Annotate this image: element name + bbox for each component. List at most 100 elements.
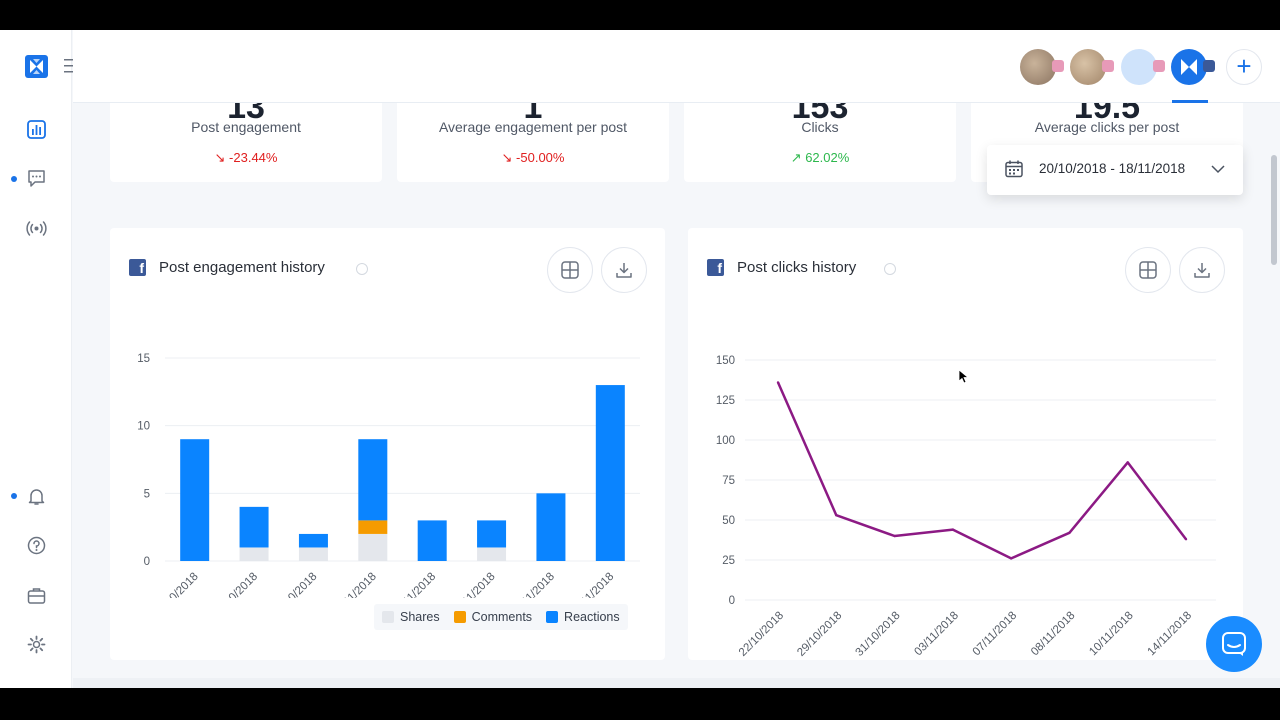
instagram-icon bbox=[1102, 60, 1114, 72]
facebook-icon: f bbox=[707, 259, 724, 276]
arrow-up-right-icon: ↗ bbox=[790, 150, 806, 165]
next-section-preview bbox=[73, 678, 1280, 688]
arrow-down-right-icon: ↘ bbox=[214, 150, 230, 165]
stat-card-average-engagement: 1 Average engagement per post ↘ -50.00% bbox=[397, 90, 669, 182]
data-point bbox=[1068, 531, 1071, 534]
calendar-icon bbox=[1005, 160, 1023, 178]
x-tick-label: 14/11/2018 bbox=[1146, 610, 1195, 659]
stat-change: ↗ 62.02% bbox=[790, 150, 850, 165]
stat-label: Average engagement per post bbox=[438, 119, 628, 135]
buffer-logo-icon bbox=[1181, 59, 1197, 75]
y-tick-label: 100 bbox=[716, 435, 735, 447]
instagram-icon bbox=[1153, 60, 1165, 72]
download-button[interactable] bbox=[601, 247, 647, 293]
messages-unread-dot bbox=[11, 176, 17, 182]
briefcase-icon[interactable] bbox=[26, 585, 47, 606]
active-account-indicator bbox=[1172, 100, 1208, 103]
table-icon bbox=[561, 261, 579, 279]
stat-change: ↘ -23.44% bbox=[214, 150, 278, 165]
stat-change: ↘ -50.00% bbox=[501, 150, 565, 165]
chart-legend: Shares Comments Reactions bbox=[374, 604, 628, 630]
info-icon[interactable] bbox=[356, 263, 368, 275]
data-point bbox=[1009, 557, 1013, 560]
bar-reactions bbox=[417, 520, 447, 561]
bar-shares bbox=[358, 533, 388, 561]
top-bar: + bbox=[73, 30, 1280, 103]
bar-reactions bbox=[298, 533, 328, 548]
chevron-down-icon[interactable] bbox=[1211, 165, 1225, 174]
date-range-picker[interactable]: 20/10/2018 - 18/11/2018 bbox=[987, 145, 1243, 195]
x-tick-label: 31/10/2018 bbox=[270, 571, 319, 598]
x-tick-label: 10/11/2018 bbox=[1087, 610, 1136, 659]
bar-reactions bbox=[536, 493, 566, 561]
table-view-button[interactable] bbox=[547, 247, 593, 293]
bar-comments bbox=[358, 520, 388, 534]
data-point bbox=[776, 381, 780, 384]
post-clicks-history-card: f Post clicks history 0 25 50 75 100 125 150 22… bbox=[688, 228, 1243, 660]
broadcast-icon[interactable] bbox=[26, 218, 47, 239]
download-icon bbox=[1194, 263, 1210, 278]
post-engagement-history-card: f Post engagement history 0 5 10 15 22/10/20… bbox=[110, 228, 665, 660]
support-chat-button[interactable] bbox=[1206, 616, 1262, 672]
gear-icon[interactable] bbox=[26, 634, 47, 655]
stat-label: Clicks bbox=[801, 119, 839, 135]
bell-icon[interactable] bbox=[26, 486, 47, 507]
account-avatar-instagram-1[interactable] bbox=[1020, 49, 1064, 85]
x-tick-label: 08/11/2018 bbox=[1029, 610, 1078, 659]
y-tick-label: 75 bbox=[722, 475, 735, 487]
chat-icon bbox=[1222, 632, 1246, 656]
messages-icon[interactable] bbox=[26, 168, 47, 189]
download-icon bbox=[616, 263, 632, 278]
legend-item-shares[interactable]: Shares bbox=[382, 610, 440, 624]
y-tick-label: 0 bbox=[144, 556, 150, 568]
bar-reactions bbox=[477, 520, 507, 548]
table-icon bbox=[1139, 261, 1157, 279]
download-button[interactable] bbox=[1179, 247, 1225, 293]
data-point bbox=[951, 528, 955, 531]
app-window: + 13 Post engagement ↘ -23.44% 1 Average… bbox=[0, 30, 1280, 688]
account-avatar-instagram-3[interactable] bbox=[1121, 49, 1165, 85]
bar-shares bbox=[298, 547, 328, 561]
card-title: Post engagement history bbox=[159, 259, 325, 276]
bar-reactions bbox=[358, 439, 388, 521]
table-view-button[interactable] bbox=[1125, 247, 1171, 293]
info-icon[interactable] bbox=[884, 263, 896, 275]
mouse-cursor-icon bbox=[958, 369, 970, 384]
arrow-down-right-icon: ↘ bbox=[501, 150, 517, 165]
account-avatar-instagram-2[interactable] bbox=[1070, 49, 1114, 85]
analytics-icon[interactable] bbox=[26, 119, 47, 140]
bar-reactions bbox=[239, 506, 269, 548]
x-tick-label: 07/11/2018 bbox=[390, 571, 439, 598]
x-tick-label: 07/11/2018 bbox=[971, 610, 1020, 659]
stat-card-clicks: 153 Clicks ↗ 62.02% bbox=[684, 90, 956, 182]
legend-item-reactions[interactable]: Reactions bbox=[546, 610, 620, 624]
clicks-line-chart: 0 25 50 75 100 125 150 22/10/2018 29/10/2018 31/1… bbox=[716, 355, 1216, 659]
data-point bbox=[893, 534, 896, 538]
buffer-logo-icon[interactable] bbox=[25, 55, 48, 78]
y-tick-label: 50 bbox=[722, 515, 735, 527]
y-tick-label: 150 bbox=[716, 355, 735, 367]
series-line-clicks bbox=[776, 381, 1187, 560]
facebook-icon: f bbox=[129, 259, 146, 276]
facebook-icon bbox=[1203, 60, 1215, 72]
instagram-icon bbox=[1052, 60, 1064, 72]
x-tick-label: 03/11/2018 bbox=[330, 571, 379, 598]
bar-shares bbox=[477, 547, 507, 561]
data-point bbox=[1184, 538, 1188, 541]
bar-reactions bbox=[595, 385, 625, 561]
help-icon[interactable] bbox=[26, 535, 47, 556]
account-avatar-facebook[interactable] bbox=[1171, 49, 1215, 85]
add-account-button[interactable]: + bbox=[1226, 49, 1262, 85]
bar-shares bbox=[239, 547, 269, 561]
x-tick-label: 29/10/2018 bbox=[211, 571, 260, 598]
data-point bbox=[1126, 461, 1129, 464]
y-tick-label: 125 bbox=[716, 395, 735, 407]
sidebar bbox=[0, 30, 82, 688]
page-scrollbar[interactable] bbox=[1271, 155, 1277, 265]
x-tick-label: 14/11/2018 bbox=[568, 571, 617, 598]
legend-item-comments[interactable]: Comments bbox=[453, 610, 532, 624]
x-tick-label: 31/10/2018 bbox=[854, 610, 903, 659]
stat-label: Average clicks per post bbox=[1034, 119, 1180, 135]
notifications-unread-dot bbox=[11, 493, 17, 499]
y-tick-label: 10 bbox=[137, 421, 150, 433]
